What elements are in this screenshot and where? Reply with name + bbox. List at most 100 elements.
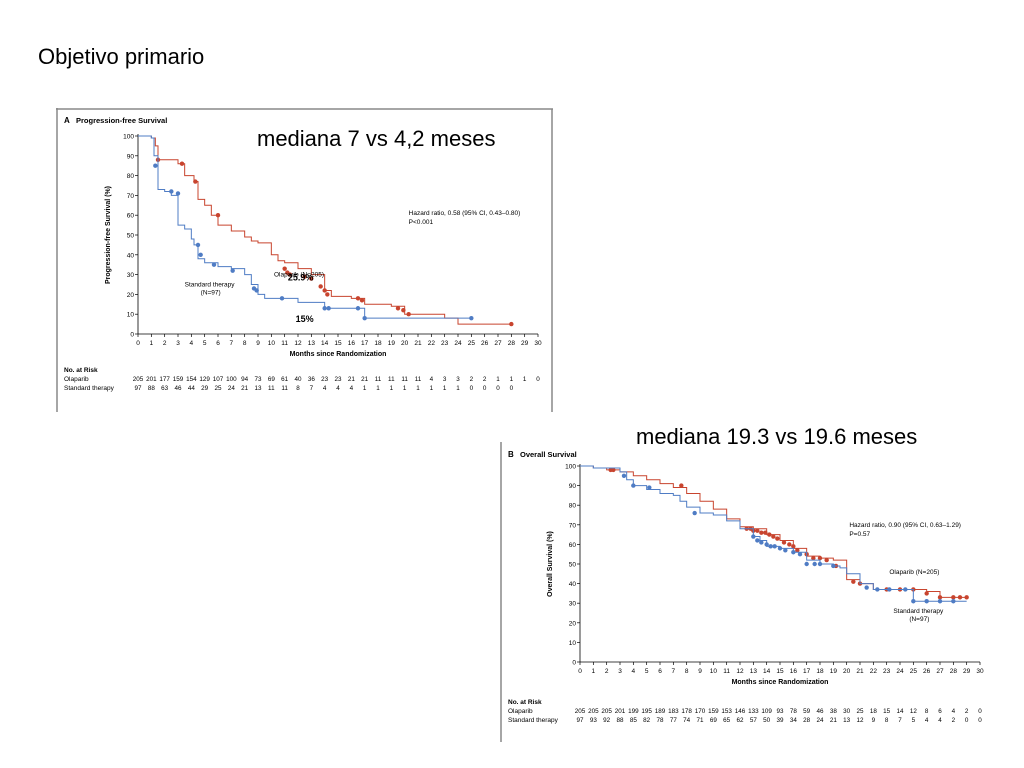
y-tick-label: 100 [565,464,576,471]
censor-mark-olaparib [302,274,307,279]
x-tick-label: 27 [494,340,502,347]
x-tick-label: 1 [150,340,154,347]
censor-mark-olaparib [824,557,829,563]
x-tick-label: 24 [896,668,904,675]
censor-mark-standard [911,599,916,604]
at-risk-value: 205 [588,708,599,715]
x-tick-label: 30 [976,668,984,675]
at-risk-value: 159 [173,376,184,383]
censor-mark-olaparib [791,544,796,549]
x-tick-label: 20 [843,668,851,675]
censor-mark-olaparib [964,595,969,600]
censor-mark-olaparib [781,540,787,545]
x-tick-label: 8 [243,340,247,347]
x-tick-label: 5 [645,668,649,675]
y-tick-label: 20 [127,292,135,299]
censor-mark-olaparib [763,530,768,535]
x-tick-label: 14 [763,668,771,675]
censor-mark-standard [647,485,652,490]
censor-mark-olaparib [406,312,411,317]
at-risk-value: 30 [843,708,851,715]
at-risk-value: 1 [363,385,367,392]
at-risk-value: 46 [816,708,824,715]
at-risk-value: 109 [761,708,772,715]
at-risk-value: 21 [361,376,369,383]
y-tick-label: 90 [569,483,577,490]
at-risk-value: 2 [952,717,956,724]
at-risk-value: 57 [750,717,758,724]
censor-mark-standard [887,587,892,592]
censor-mark-standard [804,561,809,567]
at-risk-value: 133 [748,708,759,715]
y-tick-label: 0 [572,660,576,667]
at-risk-value: 1 [390,385,394,392]
at-risk-value: 6 [938,708,942,715]
censor-mark-standard [831,563,836,569]
at-risk-value: 0 [978,717,982,724]
censor-mark-standard [326,306,331,311]
censor-mark-standard [812,561,817,567]
censor-mark-olaparib [193,179,198,184]
censor-mark-standard [692,510,697,516]
y-tick-label: 20 [569,620,577,627]
at-risk-row-label: Standard therapy [508,717,559,724]
censor-mark-olaparib [287,272,293,277]
at-risk-value: 205 [601,708,612,715]
at-risk-value: 1 [523,376,527,383]
at-risk-value: 0 [510,385,514,392]
hazard-ratio-text: Hazard ratio, 0.58 (95% CI, 0.43–0.80) [409,210,521,217]
at-risk-value: 0 [536,376,540,383]
x-tick-label: 8 [685,668,689,675]
x-tick-label: 12 [294,340,302,347]
censor-mark-olaparib [759,530,764,535]
at-risk-value: 28 [803,717,811,724]
at-risk-value: 189 [655,708,666,715]
x-tick-label: 0 [136,340,140,347]
at-risk-value: 4 [350,385,354,392]
series-label-standard: Standard therapy [893,608,944,615]
series-label-olaparib: Olaparib (N=205) [889,569,939,576]
at-risk-value: 69 [268,376,276,383]
at-risk-row-label: Olaparib [508,708,533,715]
at-risk-value: 11 [415,376,422,383]
x-axis-label: Months since Randomization [732,679,829,686]
at-risk-value: 2 [965,708,969,715]
x-tick-label: 25 [910,668,918,675]
at-risk-value: 44 [188,385,196,392]
y-tick-label: 40 [127,252,135,259]
censor-mark-olaparib [355,296,361,301]
at-risk-value: 88 [616,717,624,724]
x-tick-label: 27 [936,668,944,675]
at-risk-value: 14 [896,708,904,715]
x-tick-label: 13 [750,668,758,675]
at-risk-value: 61 [281,376,289,383]
censor-mark-olaparib [179,161,185,166]
censor-mark-standard [937,599,943,604]
x-tick-label: 6 [216,340,220,347]
x-tick-label: 22 [870,668,878,675]
x-tick-label: 4 [190,340,194,347]
km-curve-standard [580,465,967,602]
x-tick-label: 11 [723,668,730,675]
censor-mark-standard [254,288,259,293]
x-tick-label: 17 [803,668,811,675]
at-risk-value: 205 [575,708,586,715]
x-tick-label: 0 [578,668,582,675]
at-risk-value: 177 [159,376,170,383]
at-risk-value: 65 [723,717,731,724]
at-risk-value: 1 [496,376,500,383]
at-risk-value: 82 [643,717,651,724]
censor-mark-olaparib [401,308,406,313]
x-tick-label: 19 [388,340,396,347]
at-risk-value: 34 [790,717,798,724]
x-tick-label: 14 [321,340,329,347]
censor-mark-standard [362,315,367,321]
censor-mark-olaparib [795,548,800,553]
median-annotation-pfs: mediana 7 vs 4,2 meses [257,126,496,151]
at-risk-value: 21 [830,717,838,724]
at-risk-value: 9 [872,717,876,724]
at-risk-value: 92 [603,717,611,724]
x-tick-label: 18 [816,668,824,675]
at-risk-value: 50 [763,717,771,724]
x-tick-label: 20 [401,340,409,347]
